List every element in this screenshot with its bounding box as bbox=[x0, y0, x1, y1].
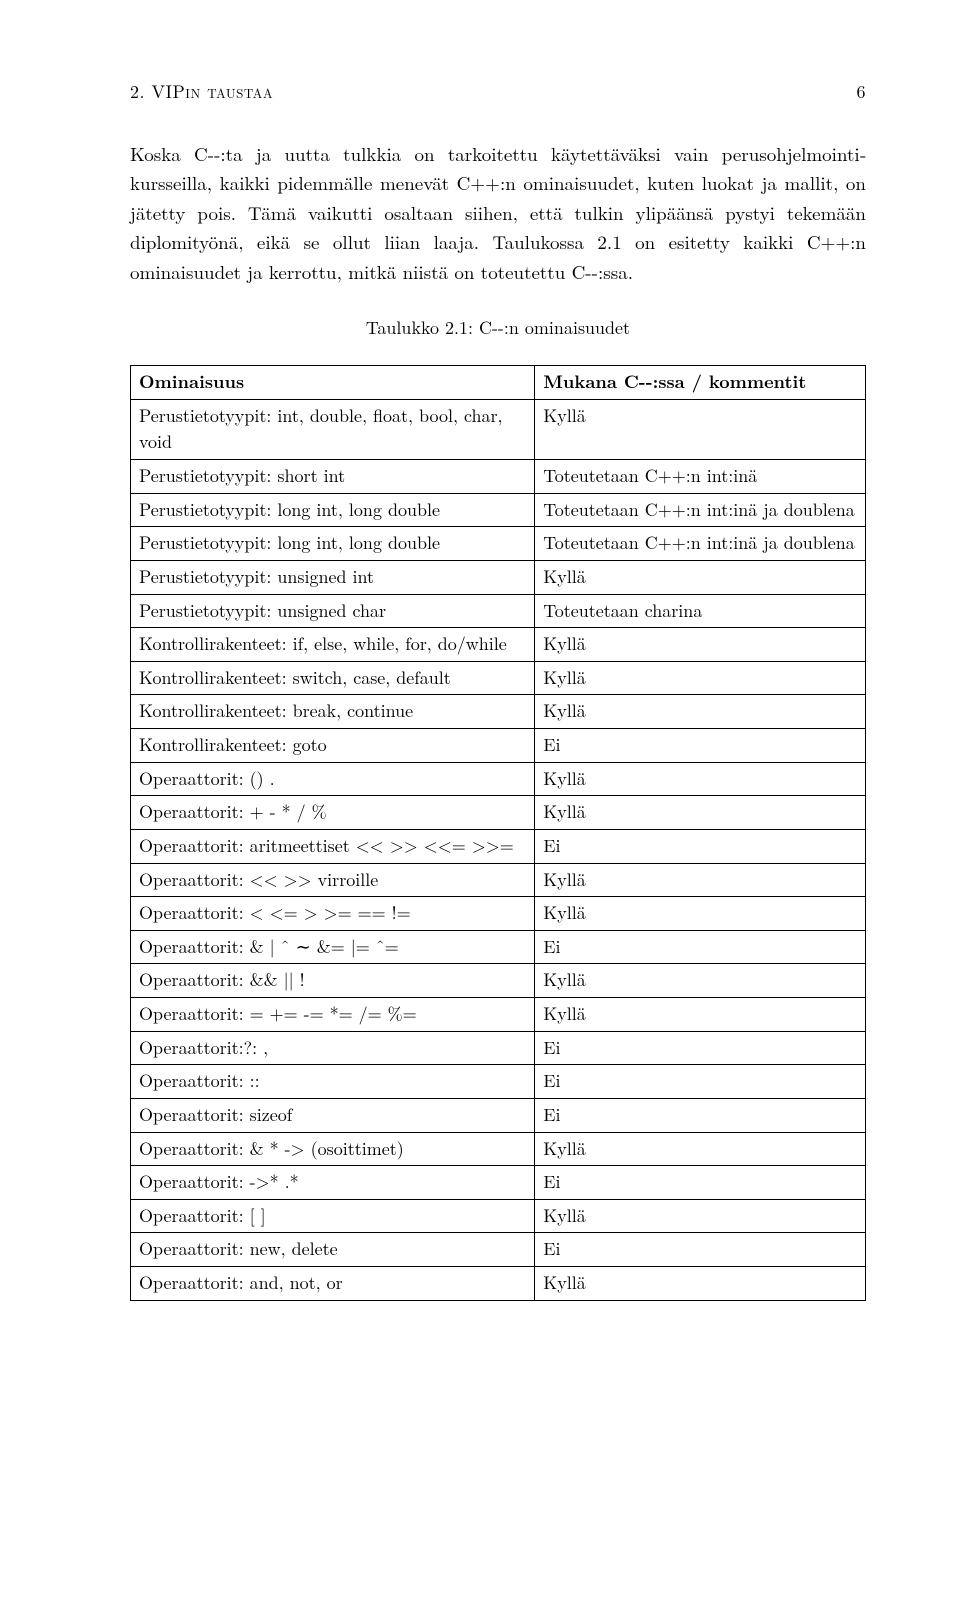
comment-cell: Kyllä bbox=[535, 695, 866, 729]
comment-cell: Kyllä bbox=[535, 762, 866, 796]
table-row: Operaattorit: () .Kyllä bbox=[131, 762, 866, 796]
feature-cell: Operaattorit: [ ] bbox=[131, 1199, 535, 1233]
table-row: Operaattorit: < <= > >= == !=Kyllä bbox=[131, 897, 866, 931]
intro-paragraph: Koska C--:ta ja uutta tulkkia on tarkoit… bbox=[130, 139, 866, 286]
feature-cell: Kontrollirakenteet: break, continue bbox=[131, 695, 535, 729]
table-row: Operaattorit: & | ˆ ∼ &= |= ˆ=Ei bbox=[131, 930, 866, 964]
feature-cell: Operaattorit: ->* .* bbox=[131, 1166, 535, 1200]
comment-cell: Toteutetaan C++:n int:inä ja doublena bbox=[535, 493, 866, 527]
feature-cell: Perustietotyypit: short int bbox=[131, 460, 535, 494]
comment-cell: Toteutetaan charina bbox=[535, 594, 866, 628]
feature-cell: Operaattorit: + - * / % bbox=[131, 796, 535, 830]
comment-cell: Ei bbox=[535, 1065, 866, 1099]
comment-cell: Ei bbox=[535, 1233, 866, 1267]
comment-cell: Kyllä bbox=[535, 897, 866, 931]
table-row: Perustietotyypit: long int, long doubleT… bbox=[131, 493, 866, 527]
comment-cell: Kyllä bbox=[535, 661, 866, 695]
comment-cell: Kyllä bbox=[535, 964, 866, 998]
feature-cell: Operaattorit: aritmeettiset << >> <<= >>… bbox=[131, 829, 535, 863]
table-row: Operaattorit: [ ]Kyllä bbox=[131, 1199, 866, 1233]
table-row: Operaattorit: ::Ei bbox=[131, 1065, 866, 1099]
table-row: Operaattorit: & * -> (osoittimet)Kyllä bbox=[131, 1132, 866, 1166]
table-row: Operaattorit: = += -= *= /= %=Kyllä bbox=[131, 998, 866, 1032]
feature-cell: Operaattorit: sizeof bbox=[131, 1098, 535, 1132]
feature-cell: Operaattorit: and, not, or bbox=[131, 1267, 535, 1301]
table-header-row: Ominaisuus Mukana C--:ssa / kommentit bbox=[131, 366, 866, 400]
table-row: Operaattorit: sizeofEi bbox=[131, 1098, 866, 1132]
table-row: Kontrollirakenteet: break, continueKyllä bbox=[131, 695, 866, 729]
comment-cell: Kyllä bbox=[535, 1199, 866, 1233]
table-row: Perustietotyypit: short intToteutetaan C… bbox=[131, 460, 866, 494]
comment-cell: Kyllä bbox=[535, 863, 866, 897]
comment-cell: Toteutetaan C++:n int:inä bbox=[535, 460, 866, 494]
feature-cell: Perustietotyypit: int, double, float, bo… bbox=[131, 399, 535, 459]
comment-cell: Kyllä bbox=[535, 560, 866, 594]
feature-cell: Operaattorit:?: , bbox=[131, 1031, 535, 1065]
comment-cell: Kyllä bbox=[535, 399, 866, 459]
table-caption: Taulukko 2.1: C--:n ominaisuudet bbox=[130, 314, 866, 341]
comment-cell: Toteutetaan C++:n int:inä ja doublena bbox=[535, 527, 866, 561]
feature-cell: Operaattorit: new, delete bbox=[131, 1233, 535, 1267]
section-heading: 2. VIPin taustaa bbox=[130, 78, 273, 105]
feature-cell: Kontrollirakenteet: if, else, while, for… bbox=[131, 628, 535, 662]
comment-cell: Kyllä bbox=[535, 628, 866, 662]
comment-cell: Ei bbox=[535, 1031, 866, 1065]
table-row: Kontrollirakenteet: gotoEi bbox=[131, 729, 866, 763]
comment-cell: Ei bbox=[535, 829, 866, 863]
feature-cell: Perustietotyypit: unsigned char bbox=[131, 594, 535, 628]
feature-cell: Operaattorit: << >> virroille bbox=[131, 863, 535, 897]
table-row: Perustietotyypit: unsigned intKyllä bbox=[131, 560, 866, 594]
feature-cell: Operaattorit: = += -= *= /= %= bbox=[131, 998, 535, 1032]
comment-cell: Ei bbox=[535, 1098, 866, 1132]
table-row: Operaattorit: new, deleteEi bbox=[131, 1233, 866, 1267]
table-row: Perustietotyypit: unsigned charToteuteta… bbox=[131, 594, 866, 628]
table-row: Operaattorit: ->* .*Ei bbox=[131, 1166, 866, 1200]
table-row: Kontrollirakenteet: switch, case, defaul… bbox=[131, 661, 866, 695]
table-row: Operaattorit: && || !Kyllä bbox=[131, 964, 866, 998]
table-row: Perustietotyypit: int, double, float, bo… bbox=[131, 399, 866, 459]
feature-cell: Perustietotyypit: unsigned int bbox=[131, 560, 535, 594]
feature-cell: Perustietotyypit: long int, long double bbox=[131, 493, 535, 527]
table-row: Operaattorit: << >> virroilleKyllä bbox=[131, 863, 866, 897]
table-header-comment: Mukana C--:ssa / kommentit bbox=[535, 366, 866, 400]
table-row: Kontrollirakenteet: if, else, while, for… bbox=[131, 628, 866, 662]
table-row: Operaattorit: + - * / %Kyllä bbox=[131, 796, 866, 830]
feature-cell: Kontrollirakenteet: switch, case, defaul… bbox=[131, 661, 535, 695]
feature-cell: Operaattorit: < <= > >= == != bbox=[131, 897, 535, 931]
feature-cell: Operaattorit: && || ! bbox=[131, 964, 535, 998]
table-row: Perustietotyypit: long int, long doubleT… bbox=[131, 527, 866, 561]
comment-cell: Kyllä bbox=[535, 1132, 866, 1166]
feature-cell: Operaattorit: & * -> (osoittimet) bbox=[131, 1132, 535, 1166]
comment-cell: Kyllä bbox=[535, 1267, 866, 1301]
page-header: 2. VIPin taustaa 6 bbox=[130, 78, 866, 105]
feature-cell: Operaattorit: () . bbox=[131, 762, 535, 796]
page-number: 6 bbox=[857, 78, 867, 105]
table-row: Operaattorit: and, not, orKyllä bbox=[131, 1267, 866, 1301]
feature-cell: Perustietotyypit: long int, long double bbox=[131, 527, 535, 561]
feature-cell: Operaattorit: & | ˆ ∼ &= |= ˆ= bbox=[131, 930, 535, 964]
features-table: Ominaisuus Mukana C--:ssa / kommentit Pe… bbox=[130, 365, 866, 1301]
comment-cell: Ei bbox=[535, 1166, 866, 1200]
table-row: Operaattorit:?: ,Ei bbox=[131, 1031, 866, 1065]
comment-cell: Ei bbox=[535, 930, 866, 964]
comment-cell: Ei bbox=[535, 729, 866, 763]
comment-cell: Kyllä bbox=[535, 796, 866, 830]
feature-cell: Operaattorit: :: bbox=[131, 1065, 535, 1099]
table-header-feature: Ominaisuus bbox=[131, 366, 535, 400]
feature-cell: Kontrollirakenteet: goto bbox=[131, 729, 535, 763]
comment-cell: Kyllä bbox=[535, 998, 866, 1032]
table-row: Operaattorit: aritmeettiset << >> <<= >>… bbox=[131, 829, 866, 863]
